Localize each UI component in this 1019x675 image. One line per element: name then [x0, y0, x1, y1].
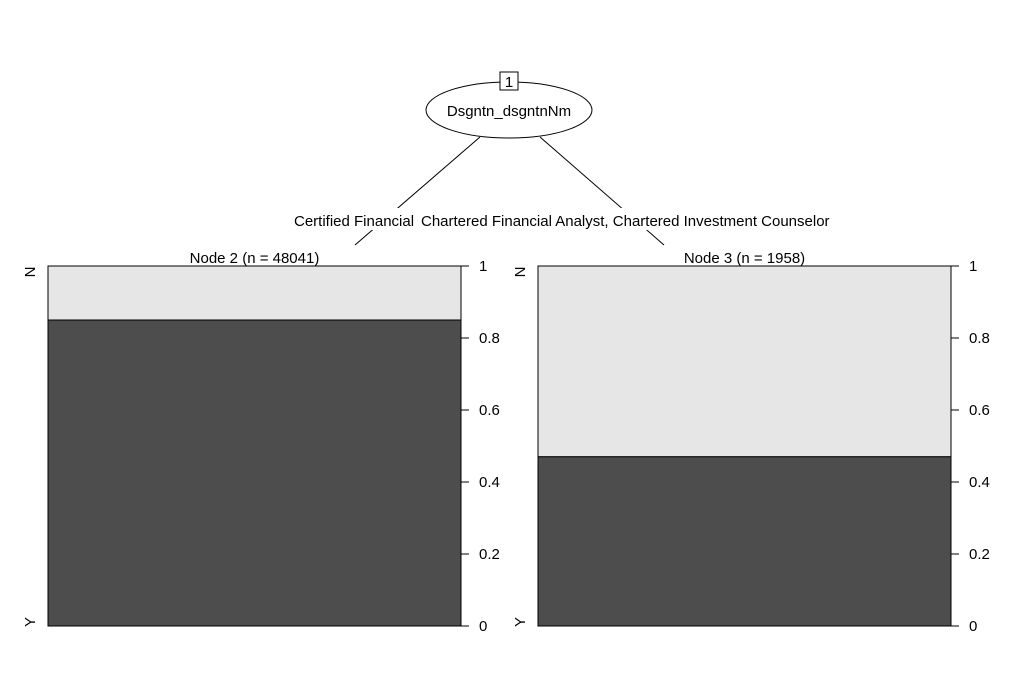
root-id-box — [499, 71, 519, 91]
edge-label-left: Certified Financial — [294, 213, 414, 230]
y-tick-label: 0.8 — [969, 330, 990, 347]
y-tick-label: 0.2 — [969, 546, 990, 563]
bar-segment-y — [47, 319, 462, 627]
category-label-n: N — [22, 267, 39, 278]
terminal-node-3: Node 3 (n = 1958) N Y 0 0.2 0.4 0.6 0.8 1 — [512, 250, 990, 635]
y-tick-label: 0 — [969, 618, 977, 635]
edge-label-right: Chartered Financial Analyst, Chartered I… — [421, 213, 830, 230]
y-tick-label: 0.6 — [479, 402, 500, 419]
node-title: Node 3 (n = 1958) — [684, 250, 805, 267]
bar-segment-y — [537, 456, 952, 627]
bar-segment-n — [537, 265, 952, 458]
root-id: 1 — [505, 74, 513, 91]
bar-segment-n — [47, 265, 462, 321]
y-tick-label: 0 — [479, 618, 487, 635]
y-tick-label: 1 — [969, 258, 977, 275]
node-title: Node 2 (n = 48041) — [190, 250, 320, 267]
edge-label-bg — [292, 208, 846, 230]
y-tick-label: 1 — [479, 258, 487, 275]
y-tick-label: 0.4 — [969, 474, 990, 491]
category-label-y: Y — [22, 617, 39, 627]
y-tick-label: 0.8 — [479, 330, 500, 347]
root-label: Dsgntn_dsgntnNm — [447, 103, 571, 120]
category-label-n: N — [512, 267, 529, 278]
terminal-node-2: Node 2 (n = 48041) N Y 0 0.2 0.4 0.6 0.8 1 — [22, 250, 500, 635]
category-label-y: Y — [512, 617, 529, 627]
y-tick-label: 0.6 — [969, 402, 990, 419]
y-tick-label: 0.4 — [479, 474, 500, 491]
y-tick-label: 0.2 — [479, 546, 500, 563]
